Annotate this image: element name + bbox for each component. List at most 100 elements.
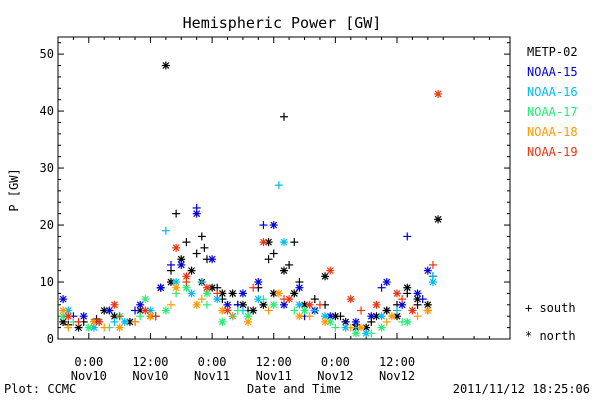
north-point <box>274 289 283 298</box>
north-point <box>213 295 222 304</box>
footer-plot-credit: Plot: CCMC <box>4 382 76 396</box>
south-point <box>131 317 140 326</box>
south-point <box>428 260 437 269</box>
plot-frame <box>57 36 511 340</box>
north-point <box>269 221 278 230</box>
footer-timestamp: 2011/11/12 18:25:06 <box>453 382 590 396</box>
north-point <box>434 89 443 98</box>
north-point <box>295 283 304 292</box>
north-point <box>295 312 304 321</box>
south-point <box>346 323 355 332</box>
south-point <box>228 312 237 321</box>
y-tick-label: 10 <box>40 275 54 289</box>
x-tick-sublabel: Nov12 <box>379 369 415 383</box>
north-point <box>367 312 376 321</box>
north-point <box>177 260 186 269</box>
north-point <box>280 238 288 247</box>
x-tick-label: 0:00 <box>198 355 227 369</box>
south-point <box>357 306 366 315</box>
north-point <box>89 317 98 326</box>
north-point <box>156 283 165 292</box>
north-point <box>434 215 443 224</box>
x-tick-label: 0:00 <box>321 355 350 369</box>
south-point <box>418 295 427 304</box>
y-tick-label: 50 <box>40 47 54 61</box>
north-point <box>357 323 366 332</box>
south-point <box>200 243 209 252</box>
legend-entry: METP-02 <box>527 45 578 59</box>
south-point <box>197 232 206 241</box>
north-point <box>192 209 201 218</box>
south-point <box>202 300 211 309</box>
legend-entry: NOAA-19 <box>527 145 578 159</box>
north-point <box>254 278 263 287</box>
south-point <box>233 306 242 315</box>
south-point <box>413 312 422 321</box>
north-point <box>161 306 170 315</box>
south-point <box>172 209 181 218</box>
north-point <box>244 317 253 326</box>
north-point <box>79 312 88 321</box>
north-point <box>393 289 401 298</box>
north-point <box>59 317 68 326</box>
x-tick-label: 12:00 <box>132 355 168 369</box>
north-point <box>300 306 309 315</box>
x-tick-sublabel: Nov10 <box>71 369 107 383</box>
south-point <box>285 260 294 269</box>
south-point <box>393 306 401 315</box>
north-point <box>120 317 129 326</box>
north-point <box>259 238 268 247</box>
north-point <box>95 317 104 326</box>
north-point <box>351 329 360 338</box>
north-point <box>141 295 150 304</box>
marker-legend: + south * north <box>525 301 576 343</box>
north-point <box>403 317 412 326</box>
legend-entry: NOAA-18 <box>527 125 578 139</box>
south-point <box>131 306 140 315</box>
south-point <box>259 221 268 230</box>
north-point <box>136 300 145 309</box>
x-tick-sublabel: Nov11 <box>194 369 230 383</box>
north-point <box>382 278 391 287</box>
y-tick-label: 0 <box>47 332 54 346</box>
south-point <box>310 306 319 315</box>
chart-title: Hemispheric Power [GW] <box>183 14 382 32</box>
north-point <box>398 300 407 309</box>
north-point <box>249 306 258 315</box>
legend-entry: NOAA-15 <box>527 65 578 79</box>
north-point <box>408 306 417 315</box>
north-point <box>187 289 196 298</box>
south-point <box>264 306 273 315</box>
north-point <box>223 300 232 309</box>
south-point <box>161 226 170 235</box>
south-point <box>213 289 222 298</box>
south-point <box>377 283 386 292</box>
north-point <box>172 283 181 292</box>
south-point <box>403 232 412 241</box>
north-point <box>228 289 237 298</box>
y-axis-label: P [GW] <box>7 168 21 211</box>
south-point <box>74 317 83 326</box>
north-point <box>100 306 109 315</box>
north-point <box>387 312 396 321</box>
north-point <box>208 255 217 264</box>
south-point <box>305 312 314 321</box>
south-point <box>367 329 376 338</box>
north-point <box>295 300 304 309</box>
y-axis: 0 10 20 30 40 50 <box>40 42 510 346</box>
north-point <box>59 306 68 315</box>
south-point <box>280 112 288 121</box>
north-point <box>187 266 196 275</box>
south-point <box>269 249 278 258</box>
north-point <box>218 317 227 326</box>
north-point <box>269 300 278 309</box>
north-point <box>59 295 68 304</box>
south-point <box>315 300 324 309</box>
north-point <box>326 266 335 275</box>
south-point <box>259 295 268 304</box>
north-point <box>238 289 247 298</box>
legend-entry: NOAA-16 <box>527 85 578 99</box>
south-point <box>290 238 299 247</box>
south-point <box>167 300 175 309</box>
